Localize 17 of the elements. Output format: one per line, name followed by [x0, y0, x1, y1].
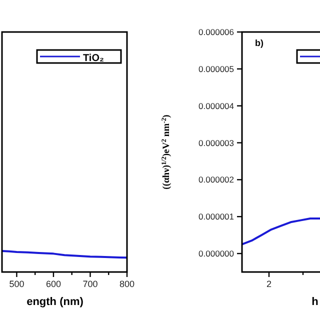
text: 2: [266, 279, 272, 289]
y-tick-label: 0.000004: [198, 100, 234, 111]
line-series: [242, 217, 320, 246]
x-tick-label: 600: [46, 279, 61, 289]
y-tick-label: 0.000006: [198, 27, 234, 37]
x-axis-title: ength (nm): [26, 296, 84, 308]
legend-label: TiO₂: [83, 53, 104, 64]
x-axis-title: h: [312, 296, 319, 308]
x-tick-label: 700: [82, 279, 98, 289]
y-tick-label: 0.000005: [198, 64, 234, 74]
y-tick-label: 0.000002: [198, 174, 234, 185]
y-tick-label: 0.000001: [198, 212, 234, 222]
x-tick-label: 500: [9, 279, 24, 289]
y-tick-label: 0.000000: [198, 248, 234, 259]
annotation: b): [255, 38, 264, 48]
y-tick-label: 0.000003: [198, 138, 234, 148]
x-tick-label: 800: [119, 279, 135, 289]
